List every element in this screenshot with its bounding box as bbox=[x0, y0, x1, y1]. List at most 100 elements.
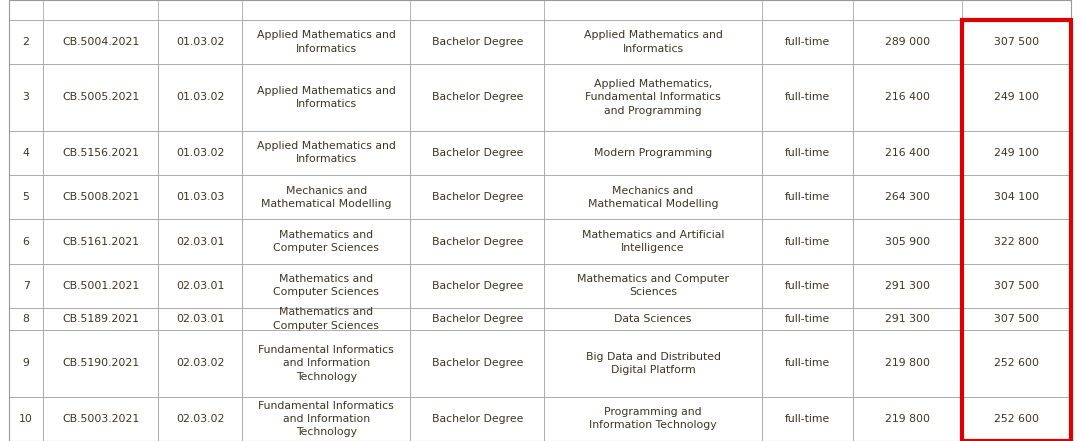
Bar bbox=[852, 20, 962, 64]
Text: 02.03.01: 02.03.01 bbox=[176, 236, 225, 247]
Text: Bachelor Degree: Bachelor Degree bbox=[432, 236, 523, 247]
Text: 264 300: 264 300 bbox=[885, 192, 930, 202]
Text: Mechanics and
Mathematical Modelling: Mechanics and Mathematical Modelling bbox=[588, 186, 718, 209]
Text: Applied Mathematics and
Informatics: Applied Mathematics and Informatics bbox=[583, 30, 723, 54]
Bar bbox=[962, 219, 1071, 264]
Bar bbox=[242, 308, 410, 330]
Text: full-time: full-time bbox=[784, 192, 829, 202]
Bar bbox=[158, 396, 242, 441]
Bar bbox=[544, 20, 761, 64]
Text: 252 600: 252 600 bbox=[995, 359, 1039, 368]
Text: 216 400: 216 400 bbox=[885, 148, 930, 158]
Text: 02.03.01: 02.03.01 bbox=[176, 314, 225, 324]
Text: 304 100: 304 100 bbox=[994, 192, 1039, 202]
Bar bbox=[962, 308, 1071, 330]
Bar bbox=[852, 219, 962, 264]
Text: Applied Mathematics,
Fundamental Informatics
and Programming: Applied Mathematics, Fundamental Informa… bbox=[585, 79, 721, 116]
Text: 219 800: 219 800 bbox=[885, 359, 930, 368]
Bar bbox=[852, 131, 962, 175]
Text: 9: 9 bbox=[23, 359, 29, 368]
Bar bbox=[410, 20, 544, 64]
Text: full-time: full-time bbox=[784, 314, 829, 324]
Text: 02.03.01: 02.03.01 bbox=[176, 281, 225, 291]
Text: CB.5161.2021: CB.5161.2021 bbox=[63, 236, 139, 247]
Text: Bachelor Degree: Bachelor Degree bbox=[432, 359, 523, 368]
Text: 01.03.02: 01.03.02 bbox=[176, 148, 225, 158]
Bar bbox=[962, 131, 1071, 175]
Bar bbox=[43, 396, 158, 441]
Text: 7: 7 bbox=[23, 281, 29, 291]
Bar bbox=[158, 330, 242, 396]
Bar bbox=[242, 264, 410, 308]
Text: 216 400: 216 400 bbox=[885, 93, 930, 102]
Text: 2: 2 bbox=[23, 37, 29, 47]
Bar bbox=[544, 308, 761, 330]
Text: 8: 8 bbox=[23, 314, 29, 324]
Text: 02.03.02: 02.03.02 bbox=[176, 359, 225, 368]
Text: 01.03.02: 01.03.02 bbox=[176, 93, 225, 102]
Bar bbox=[962, 175, 1071, 219]
Bar bbox=[852, 308, 962, 330]
Text: Bachelor Degree: Bachelor Degree bbox=[432, 148, 523, 158]
Bar bbox=[43, 330, 158, 396]
Bar bbox=[852, 396, 962, 441]
Bar bbox=[158, 264, 242, 308]
Text: 01.03.03: 01.03.03 bbox=[176, 192, 225, 202]
Text: Applied Mathematics and
Informatics: Applied Mathematics and Informatics bbox=[257, 141, 395, 164]
Bar bbox=[158, 131, 242, 175]
Text: Mathematics and Computer
Sciences: Mathematics and Computer Sciences bbox=[577, 274, 729, 297]
Bar bbox=[410, 308, 544, 330]
Bar bbox=[410, 175, 544, 219]
Text: Big Data and Distributed
Digital Platform: Big Data and Distributed Digital Platfor… bbox=[585, 352, 720, 375]
Bar bbox=[544, 64, 761, 131]
Bar bbox=[9, 308, 43, 330]
Text: full-time: full-time bbox=[784, 359, 829, 368]
Bar bbox=[43, 264, 158, 308]
Bar bbox=[242, 131, 410, 175]
Bar bbox=[410, 219, 544, 264]
Text: CB.5190.2021: CB.5190.2021 bbox=[62, 359, 139, 368]
Bar bbox=[43, 131, 158, 175]
Text: Mathematics and
Computer Sciences: Mathematics and Computer Sciences bbox=[273, 307, 379, 331]
Text: 3: 3 bbox=[23, 93, 29, 102]
Text: CB.5008.2021: CB.5008.2021 bbox=[62, 192, 139, 202]
Text: 289 000: 289 000 bbox=[885, 37, 930, 47]
Text: 249 100: 249 100 bbox=[995, 93, 1039, 102]
Bar bbox=[761, 64, 852, 131]
Bar bbox=[761, 175, 852, 219]
Text: 322 800: 322 800 bbox=[995, 236, 1039, 247]
Text: full-time: full-time bbox=[784, 93, 829, 102]
Bar bbox=[852, 330, 962, 396]
Text: 291 300: 291 300 bbox=[885, 281, 930, 291]
Bar bbox=[9, 175, 43, 219]
Bar bbox=[761, 219, 852, 264]
Text: 307 500: 307 500 bbox=[994, 314, 1039, 324]
Bar bbox=[410, 396, 544, 441]
Bar bbox=[158, 308, 242, 330]
Text: Programming and
Information Technology: Programming and Information Technology bbox=[590, 407, 717, 430]
Text: 305 900: 305 900 bbox=[885, 236, 930, 247]
Bar bbox=[962, 20, 1071, 64]
Bar bbox=[962, 330, 1071, 396]
Bar bbox=[852, 64, 962, 131]
Bar bbox=[242, 64, 410, 131]
Text: 10: 10 bbox=[19, 414, 33, 424]
Text: 219 800: 219 800 bbox=[885, 414, 930, 424]
Text: Bachelor Degree: Bachelor Degree bbox=[432, 93, 523, 102]
Text: Fundamental Informatics
and Information
Technology: Fundamental Informatics and Information … bbox=[258, 345, 394, 381]
Bar bbox=[242, 330, 410, 396]
Text: 02.03.02: 02.03.02 bbox=[176, 414, 225, 424]
Text: 4: 4 bbox=[23, 148, 29, 158]
Text: full-time: full-time bbox=[784, 148, 829, 158]
Bar bbox=[9, 20, 43, 64]
Bar bbox=[43, 308, 158, 330]
Text: Data Sciences: Data Sciences bbox=[615, 314, 692, 324]
Bar bbox=[158, 20, 242, 64]
Text: Mechanics and
Mathematical Modelling: Mechanics and Mathematical Modelling bbox=[261, 186, 391, 209]
Bar bbox=[410, 131, 544, 175]
Bar bbox=[962, 20, 1071, 441]
Text: Applied Mathematics and
Informatics: Applied Mathematics and Informatics bbox=[257, 30, 395, 54]
Bar bbox=[242, 219, 410, 264]
Text: Bachelor Degree: Bachelor Degree bbox=[432, 192, 523, 202]
Bar bbox=[761, 396, 852, 441]
